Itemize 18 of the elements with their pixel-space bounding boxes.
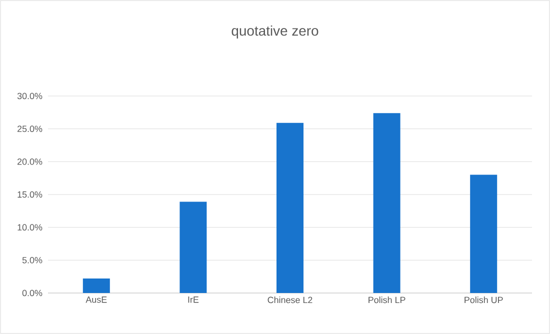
y-tick-label: 25.0% — [18, 126, 42, 132]
x-tick-label: Polish UP — [464, 296, 503, 304]
x-tick-label: AusE — [86, 296, 107, 303]
bar — [373, 113, 400, 293]
chart-title: quotative zero — [232, 25, 318, 38]
x-tick-label: IrE — [188, 296, 199, 303]
y-tick-label: 20.0% — [18, 158, 42, 165]
bar — [470, 174, 498, 293]
bar — [82, 278, 110, 293]
y-tick-label: 10.0% — [18, 224, 42, 231]
y-tick-label: 0.0% — [22, 290, 42, 296]
bar — [180, 202, 207, 293]
y-tick-label: 15.0% — [18, 191, 42, 198]
y-tick-label: 5.0% — [22, 256, 42, 264]
x-tick-label: Polish LP — [368, 296, 406, 304]
y-tick-label: 30.0% — [17, 92, 42, 100]
bar — [276, 122, 304, 293]
x-tick-label: Chinese L2 — [268, 296, 312, 304]
